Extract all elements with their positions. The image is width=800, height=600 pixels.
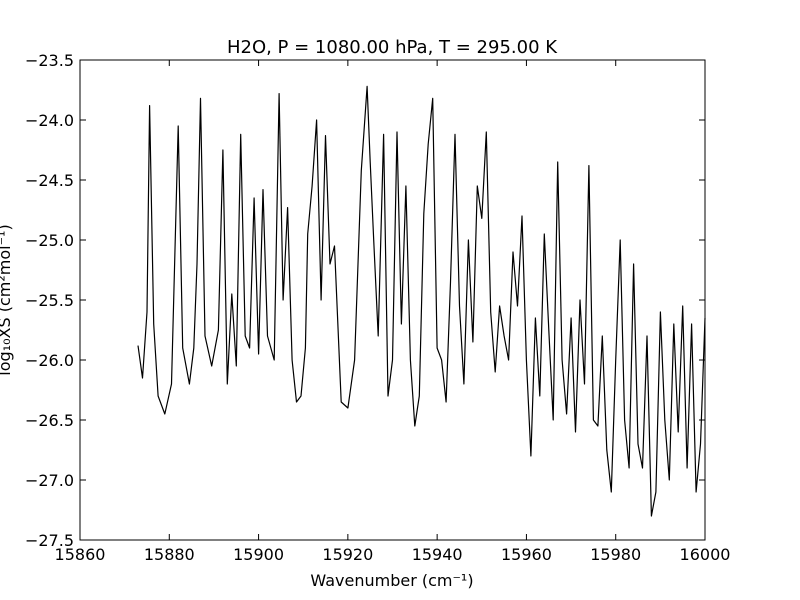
y-tick-label: −24.5 <box>25 171 74 190</box>
chart-title: H2O, P = 1080.00 hPa, T = 295.00 K <box>227 37 558 58</box>
y-tick-label: −27.0 <box>25 471 74 490</box>
x-tick-label: 15980 <box>590 545 641 564</box>
y-tick-label: −26.0 <box>25 351 74 370</box>
x-tick-label: 15860 <box>55 545 106 564</box>
y-axis-label: log₁₀XS (cm²mol⁻¹) <box>0 224 14 375</box>
y-tick-label: −26.5 <box>25 411 74 430</box>
y-tick-label: −24.0 <box>25 111 74 130</box>
y-axis: −23.5 −24.0 −24.5 −25.0 −25.5 −26.0 −26.5 −27.0… <box>25 51 705 550</box>
y-tick-label: −25.0 <box>25 231 74 250</box>
x-tick-label: 15900 <box>233 545 284 564</box>
x-tick-label: 15960 <box>501 545 552 564</box>
x-axis: 15860 15880 15900 15920 15940 15960 15980 16000 <box>55 60 731 564</box>
plot-area <box>137 85 706 517</box>
x-tick-label: 16000 <box>680 545 731 564</box>
series-line-0 <box>137 85 706 517</box>
y-tick-label: −27.5 <box>25 531 74 550</box>
x-axis-label: Wavenumber (cm⁻¹) <box>310 571 473 590</box>
x-tick-label: 15920 <box>322 545 373 564</box>
y-tick-label: −25.5 <box>25 291 74 310</box>
x-tick-label: 15880 <box>144 545 195 564</box>
x-tick-label: 15940 <box>412 545 463 564</box>
y-tick-label: −23.5 <box>25 51 74 70</box>
